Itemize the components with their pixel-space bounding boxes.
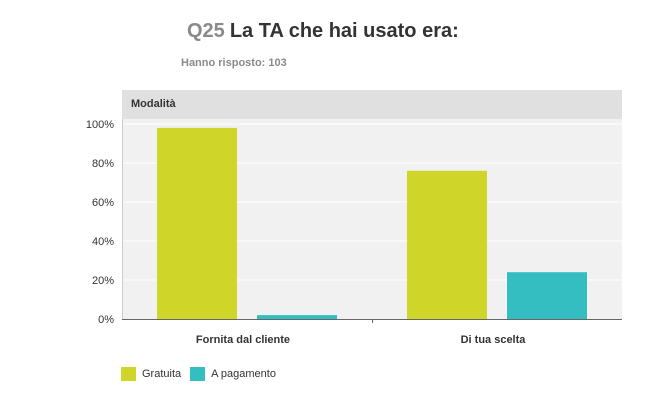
y-tick-label: 20% (92, 275, 114, 287)
legend-item-gratuita: Gratuita (121, 367, 181, 381)
legend-label-gratuita: Gratuita (142, 368, 182, 380)
y-tick-label: 40% (92, 236, 114, 248)
bar-gratuita-1 (157, 127, 237, 320)
legend-label-pagamento: A pagamento (211, 368, 276, 380)
chart-title: Q25 La TA che hai usato era: (187, 20, 459, 43)
y-tick-label: 0% (98, 314, 114, 326)
question-text: La TA che hai usato era: (229, 20, 459, 42)
bar-gratuita-2 (407, 170, 487, 319)
y-tick-label: 60% (92, 197, 114, 209)
panel-header (122, 90, 622, 119)
legend-swatch-pagamento (190, 367, 206, 381)
legend-swatch-gratuita (121, 367, 136, 381)
legend-item-pagamento: A pagamento (190, 367, 276, 381)
panel-title: Modalità (131, 98, 176, 110)
y-tick-label: 80% (92, 158, 114, 170)
x-category-label: Di tua scelta (461, 334, 527, 346)
question-number: Q25 (187, 20, 225, 42)
y-tick-label: 100% (86, 119, 114, 131)
bar-pagamento-1 (257, 315, 337, 319)
x-category-label: Fornita dal cliente (196, 334, 290, 346)
legend: Gratuita A pagamento (121, 367, 285, 381)
bar-pagamento-2 (507, 272, 587, 319)
respondents-count: Hanno risposto: 103 (181, 57, 287, 69)
